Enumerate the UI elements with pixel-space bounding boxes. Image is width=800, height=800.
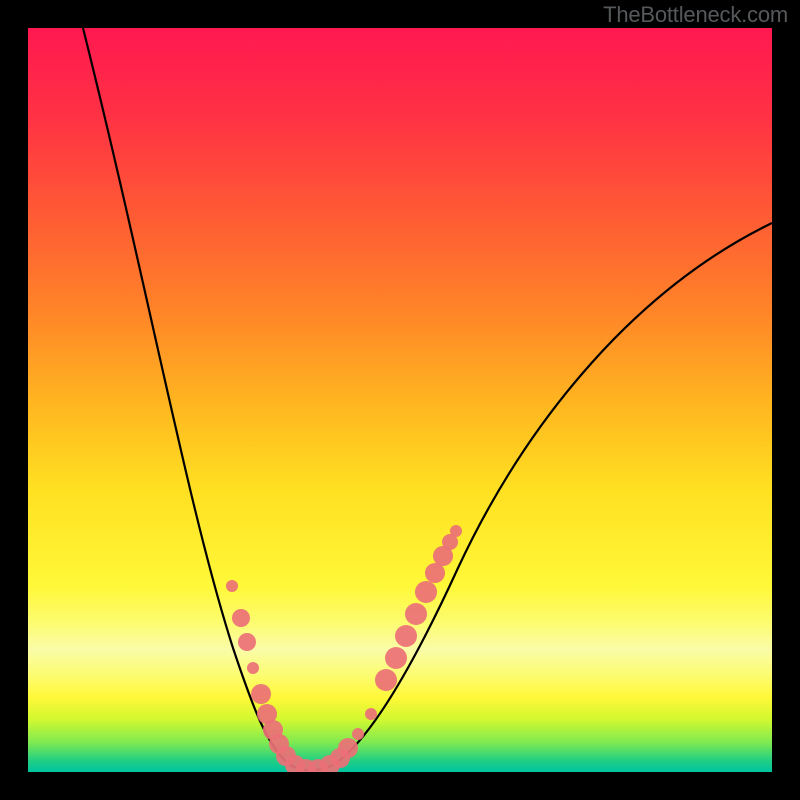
marker-dot	[395, 625, 417, 647]
marker-dot	[226, 580, 238, 592]
marker-dot	[375, 669, 397, 691]
marker-dot	[450, 525, 462, 537]
marker-dot	[232, 609, 250, 627]
chart-outer-frame: TheBottleneck.com	[0, 0, 800, 800]
marker-dot	[385, 647, 407, 669]
marker-dot	[251, 684, 271, 704]
marker-dot	[238, 633, 256, 651]
watermark-text: TheBottleneck.com	[603, 2, 788, 28]
chart-svg	[28, 28, 772, 772]
marker-dot	[405, 603, 427, 625]
marker-dot	[425, 563, 445, 583]
marker-dot	[415, 581, 437, 603]
marker-dot	[365, 708, 377, 720]
plot-area	[28, 28, 772, 772]
marker-dot	[352, 728, 364, 740]
marker-dot	[338, 738, 358, 758]
marker-dot	[247, 662, 259, 674]
